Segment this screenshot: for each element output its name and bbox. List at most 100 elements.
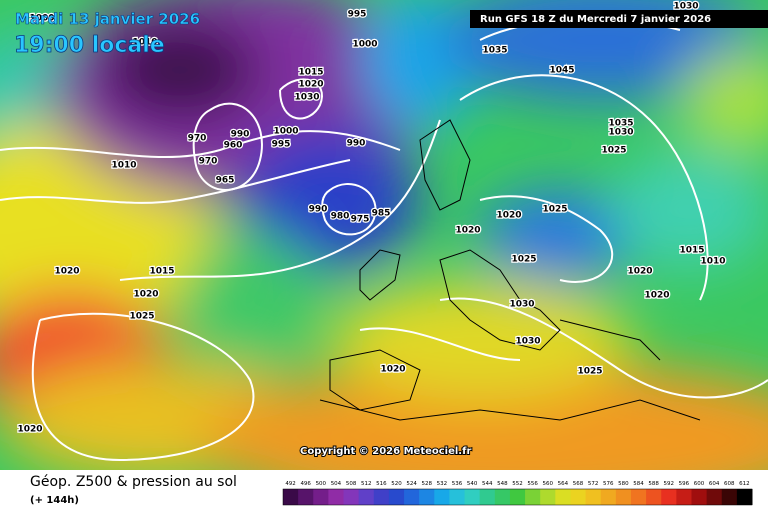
colorbar-label: 608 [724,481,735,487]
isobar-label: 965 [216,176,235,186]
isobar-label: 975 [351,215,370,225]
colorbar-cell [570,489,587,505]
isobar-label: 1000 [352,40,377,50]
colorbar-label: 564 [558,481,569,487]
isobar-label: 985 [372,209,391,219]
isobar-label: 1020 [455,226,480,236]
colorbar-cell [509,489,526,505]
colorbar-cell [736,489,753,505]
colorbar-cell [343,489,360,505]
isobar-label: 1030 [509,300,534,310]
isobar-label: 1000 [29,14,54,24]
colorbar-cell [404,489,420,505]
isobar-label: 1015 [149,267,174,277]
isobar-label: 1035 [608,119,633,129]
isobar-label: 970 [188,134,207,144]
isobar-label: 1020 [627,267,652,277]
isobar-label: 1025 [601,146,626,156]
colorbar-label: 600 [694,481,705,487]
isobar-label: 1020 [298,80,323,90]
colorbar-label: 604 [709,481,720,487]
colorbar-cell [721,489,738,505]
colorbar-cell [479,489,496,505]
colorbar-label: 536 [452,481,463,487]
colorbar-cell [600,489,617,505]
isobar-label: 1025 [129,312,154,322]
isobar-label: 960 [224,141,243,151]
run-box [470,10,768,28]
isobar-label: 1035 [482,46,507,56]
colorbar-cell [630,489,647,505]
coastlines [319,119,701,421]
isobar-label: 1030 [515,337,540,347]
isobar-label: 995 [272,140,291,150]
colorbar-cell [313,489,329,505]
colorbar-cell [283,489,299,505]
isobar-label: 1020 [644,291,669,301]
colorbar-cell [615,489,632,505]
colorbar-cell [691,489,708,505]
colorbar-label: 576 [603,481,614,487]
forecast-date: Mardi 13 janvier 2026 [15,10,200,28]
isobar-label: 1045 [549,66,574,76]
colorbar-cell [540,489,556,505]
colorbar-label: 552 [512,481,523,487]
colorbar-label: 524 [406,481,417,487]
colorbar-label: 584 [633,481,644,487]
isobar-label: 1020 [133,290,158,300]
colorbar-label: 504 [331,481,342,487]
colorbar-cell [555,489,571,505]
colorbar-cell [419,489,435,505]
isobar-label: 1010 [111,161,136,171]
isobar-label: 990 [231,130,250,140]
colorbar-label: 572 [588,481,599,487]
isobar-label: 1025 [577,367,602,377]
isobar-label: 970 [199,157,218,167]
isobar-label: 995 [348,10,367,20]
run-info: Run GFS 18 Z du Mercredi 7 janvier 2026 [480,14,711,25]
colorbar-label: 596 [679,481,690,487]
colorbar-label: 492 [285,481,296,487]
colorbar-label: 540 [467,481,478,487]
colorbar-label: 556 [527,481,538,487]
isobar-label: 1020 [380,365,405,375]
colorbar-cell [661,489,677,505]
colorbar-cell [373,489,390,505]
colorbar-label: 568 [573,481,584,487]
footer-lead: (+ 144h) [30,495,79,506]
isobar-label: 1000 [273,127,298,137]
colorbar-label: 560 [543,481,554,487]
isobar-label: 1015 [298,68,323,78]
colorbar-cell [646,489,662,505]
isobar-label: 1015 [679,246,704,256]
colorbar-label: 500 [316,481,327,487]
colorbar-label: 544 [482,481,493,487]
colorbar-cell [585,489,602,505]
forecast-time: 19:00 locale [14,33,165,58]
colorbar-label: 548 [497,481,508,487]
colorbar-cell [676,489,692,505]
colorbar-label: 528 [421,481,432,487]
colorbar-label: 516 [376,481,387,487]
isobar-label: 990 [347,139,366,149]
colorbar-label: 532 [437,481,448,487]
colorbar-cell [706,489,723,505]
isobar-label: 1020 [54,267,79,277]
colorbar-cell [464,489,481,505]
colorbar-frame [282,488,753,506]
copyright: Copyright © 2026 Meteociel.fr [300,446,471,457]
isobar-label: 1025 [511,255,536,265]
isobar-label: 1020 [496,211,521,221]
colorbar-label: 508 [346,481,357,487]
colorbar-cell [494,489,511,505]
footer-title: Géop. Z500 & pression au sol [30,474,237,490]
isobar-label: 1010 [700,257,725,267]
isobar-label: 1020 [17,425,42,435]
colorbar-cell [328,489,345,505]
isobar-label: 1030 [294,93,319,103]
colorbar-label: 592 [664,481,675,487]
colorbar-label: 580 [618,481,629,487]
colorbar-label: 612 [739,481,750,487]
